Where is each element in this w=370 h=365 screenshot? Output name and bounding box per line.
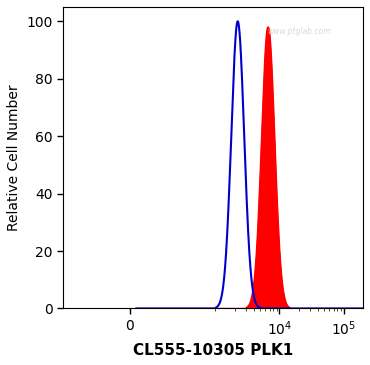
X-axis label: CL555-10305 PLK1: CL555-10305 PLK1 xyxy=(133,343,293,358)
Text: www.ptglab.com: www.ptglab.com xyxy=(267,27,331,36)
Y-axis label: Relative Cell Number: Relative Cell Number xyxy=(7,84,21,231)
